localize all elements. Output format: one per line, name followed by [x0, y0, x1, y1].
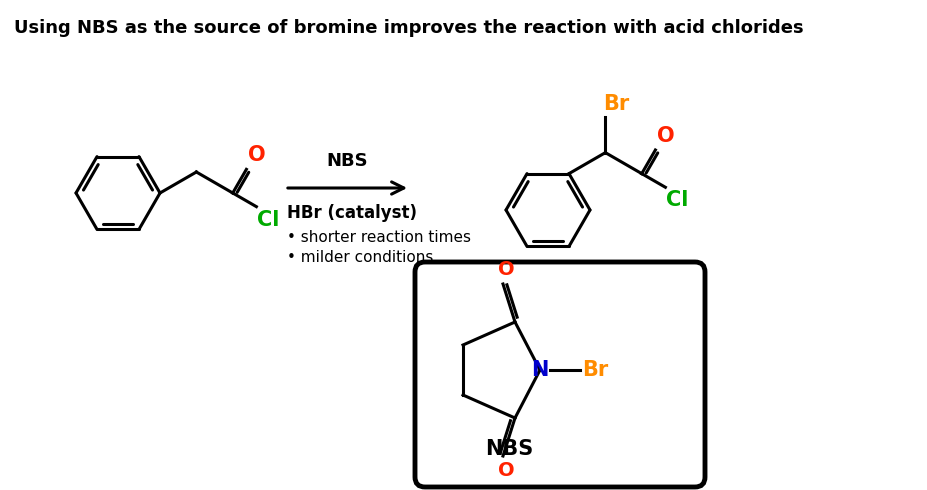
Text: Using NBS as the source of bromine improves the reaction with acid chlorides: Using NBS as the source of bromine impro… — [14, 19, 803, 37]
Text: O: O — [497, 260, 514, 279]
Text: Br: Br — [603, 94, 629, 114]
Text: O: O — [497, 461, 514, 480]
Text: Cl: Cl — [257, 210, 279, 230]
FancyBboxPatch shape — [414, 262, 705, 487]
Text: Cl: Cl — [666, 190, 688, 210]
Text: HBr (catalyst): HBr (catalyst) — [286, 204, 416, 222]
Text: • shorter reaction times: • shorter reaction times — [286, 230, 471, 245]
Text: N: N — [531, 360, 548, 380]
Text: O: O — [656, 126, 674, 146]
Text: Br: Br — [581, 360, 607, 380]
Text: NBS: NBS — [326, 152, 368, 170]
Text: O: O — [248, 146, 266, 165]
Text: NBS: NBS — [485, 439, 533, 459]
Text: • milder conditions: • milder conditions — [286, 250, 433, 265]
